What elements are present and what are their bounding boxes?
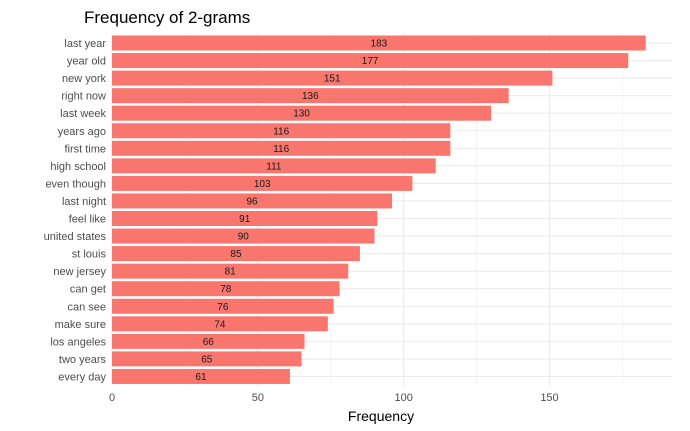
data-label: 111: [266, 161, 282, 172]
category-label: two years: [59, 354, 107, 366]
data-label: 183: [371, 39, 388, 50]
bar: [112, 316, 328, 332]
bar: [112, 333, 305, 349]
data-label: 90: [238, 232, 250, 243]
category-label: new york: [62, 73, 107, 85]
data-label: 81: [225, 267, 237, 278]
chart-title: Frequency of 2-grams: [84, 8, 250, 27]
bar: [112, 158, 436, 174]
data-label: 85: [230, 249, 242, 260]
data-label: 96: [246, 196, 258, 207]
category-label: make sure: [55, 319, 106, 331]
data-label: 78: [220, 284, 232, 295]
category-label: st louis: [72, 249, 107, 261]
data-label: 74: [214, 319, 226, 330]
bar: [112, 105, 492, 121]
category-label: year old: [67, 56, 106, 68]
bar: [112, 368, 290, 384]
bar: [112, 175, 413, 191]
category-label: can get: [70, 284, 106, 296]
bar: [112, 281, 340, 297]
bar: [112, 123, 451, 139]
category-label: high school: [50, 161, 106, 173]
bar: [112, 298, 334, 314]
category-label: feel like: [69, 214, 106, 226]
bar: [112, 246, 360, 262]
bar: [112, 228, 375, 244]
category-label: even though: [45, 178, 106, 190]
category-label: last year: [64, 38, 106, 50]
category-label: can see: [67, 301, 106, 313]
data-label: 116: [273, 126, 289, 137]
bars: [112, 35, 646, 384]
data-labels: 183 177 151 136 130 116 116 111 103 96 91 90 85 81 78 7…: [195, 39, 387, 383]
category-labels: last year year old new york right now last w…: [44, 38, 107, 383]
bar: [112, 35, 646, 51]
category-label: every day: [58, 371, 106, 383]
category-label: new jersey: [53, 266, 106, 278]
category-label: last week: [60, 108, 106, 120]
data-label: 65: [201, 354, 213, 365]
bar: [112, 53, 629, 69]
bar: [112, 211, 378, 226]
bar: [112, 351, 302, 367]
category-label: right now: [61, 91, 106, 103]
x-axis-title: Frequency: [348, 408, 414, 424]
data-label: 136: [302, 91, 319, 102]
category-label: first time: [64, 143, 106, 155]
x-tick-label: 150: [540, 392, 558, 404]
x-tick-label: 100: [394, 392, 412, 404]
x-tick-label: 50: [252, 392, 264, 404]
data-label: 130: [293, 109, 310, 120]
data-label: 66: [203, 337, 215, 348]
bar: [112, 140, 451, 156]
bar: [112, 88, 509, 104]
category-label: last night: [62, 196, 106, 208]
category-label: los angeles: [50, 336, 106, 348]
data-label: 151: [324, 74, 341, 85]
category-label: years ago: [58, 126, 106, 138]
data-label: 116: [273, 144, 289, 155]
data-label: 103: [254, 179, 271, 190]
x-tick-label: 0: [109, 392, 115, 404]
x-tick-labels: 0 50 100 150: [109, 392, 559, 404]
bar: [112, 263, 349, 279]
data-label: 61: [195, 372, 207, 383]
data-label: 177: [362, 56, 379, 67]
data-label: 91: [239, 214, 251, 225]
bar: [112, 70, 553, 86]
category-label: united states: [44, 231, 107, 243]
bar: [112, 193, 392, 209]
data-label: 76: [217, 302, 229, 313]
